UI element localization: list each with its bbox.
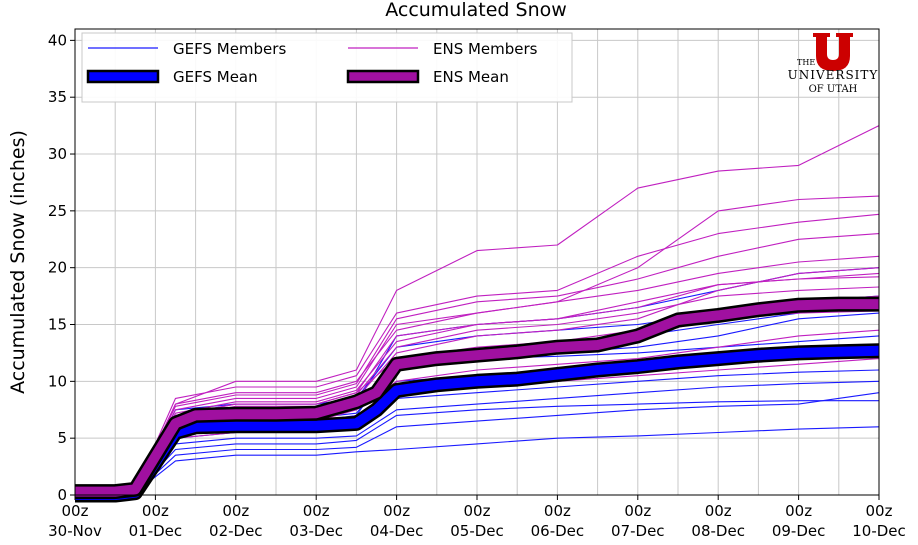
logo-of-utah-text: OF UTAH xyxy=(809,84,858,95)
x-tick-label-date: 02-Dec xyxy=(209,522,263,540)
x-tick-label-time: 00z xyxy=(544,502,571,520)
y-tick-label: 35 xyxy=(48,88,67,106)
legend: GEFS Members ENS Members GEFS Mean ENS M… xyxy=(81,32,573,103)
legend-swatch-gefs-mean xyxy=(86,69,160,84)
logo-the-text: THE xyxy=(797,58,815,67)
x-tick-label-time: 00z xyxy=(866,502,893,520)
x-tick-label-time: 00z xyxy=(464,502,491,520)
legend-label-gefs-members: GEFS Members xyxy=(173,40,286,58)
ens-mean-line xyxy=(75,299,879,497)
legend-swatch-ens-mean xyxy=(346,69,420,84)
y-axis-title: Accumulated Snow (inches) xyxy=(7,130,29,394)
x-tick-label-date: 08-Dec xyxy=(691,522,745,540)
x-tick-label-date: 01-Dec xyxy=(129,522,183,540)
x-tick-label-date: 09-Dec xyxy=(772,522,826,540)
y-tick-label: 30 xyxy=(48,145,67,163)
legend-label-ens-mean: ENS Mean xyxy=(433,68,509,86)
x-tick-label-time: 00z xyxy=(785,502,812,520)
mean-series xyxy=(75,296,880,503)
x-tick-label-date: 07-Dec xyxy=(611,522,665,540)
legend-label-ens-members: ENS Members xyxy=(433,40,538,58)
x-tick-label-date: 03-Dec xyxy=(289,522,343,540)
x-tick-label-date: 30-Nov xyxy=(48,522,102,540)
y-axis-ticks: 0 5 10 15 20 25 30 35 40 xyxy=(48,31,75,504)
logo-university-text: UNIVERSITY xyxy=(788,68,879,82)
legend-box xyxy=(81,32,573,103)
y-tick-label: 0 xyxy=(57,486,67,504)
x-tick-label-time: 00z xyxy=(142,502,169,520)
x-axis-ticks: 00z 30-Nov 00z 01-Dec 00z 02-Dec 00z 03-Dec 00z 0… xyxy=(48,495,906,540)
y-tick-label: 15 xyxy=(48,316,67,334)
y-tick-label: 40 xyxy=(48,31,67,49)
x-tick-label-date: 04-Dec xyxy=(370,522,424,540)
x-tick-label-time: 00z xyxy=(303,502,330,520)
x-tick-label-time: 00z xyxy=(222,502,249,520)
x-tick-label-time: 00z xyxy=(705,502,732,520)
x-tick-label-time: 00z xyxy=(62,502,89,520)
x-tick-label-date: 06-Dec xyxy=(531,522,585,540)
x-tick-label-date: 05-Dec xyxy=(450,522,504,540)
legend-label-gefs-mean: GEFS Mean xyxy=(173,68,258,86)
y-tick-label: 20 xyxy=(48,259,67,277)
x-tick-label-time: 00z xyxy=(383,502,410,520)
block-u-icon xyxy=(813,33,853,71)
x-tick-label-time: 00z xyxy=(624,502,651,520)
chart-title: Accumulated Snow xyxy=(385,0,567,21)
y-tick-label: 10 xyxy=(48,372,67,390)
gefs-mean-line xyxy=(75,345,880,500)
x-tick-label-date: 10-Dec xyxy=(852,522,906,540)
y-tick-label: 5 xyxy=(57,429,67,447)
university-of-utah-logo: THE UNIVERSITY OF UTAH xyxy=(788,33,879,95)
y-tick-label: 25 xyxy=(48,202,67,220)
